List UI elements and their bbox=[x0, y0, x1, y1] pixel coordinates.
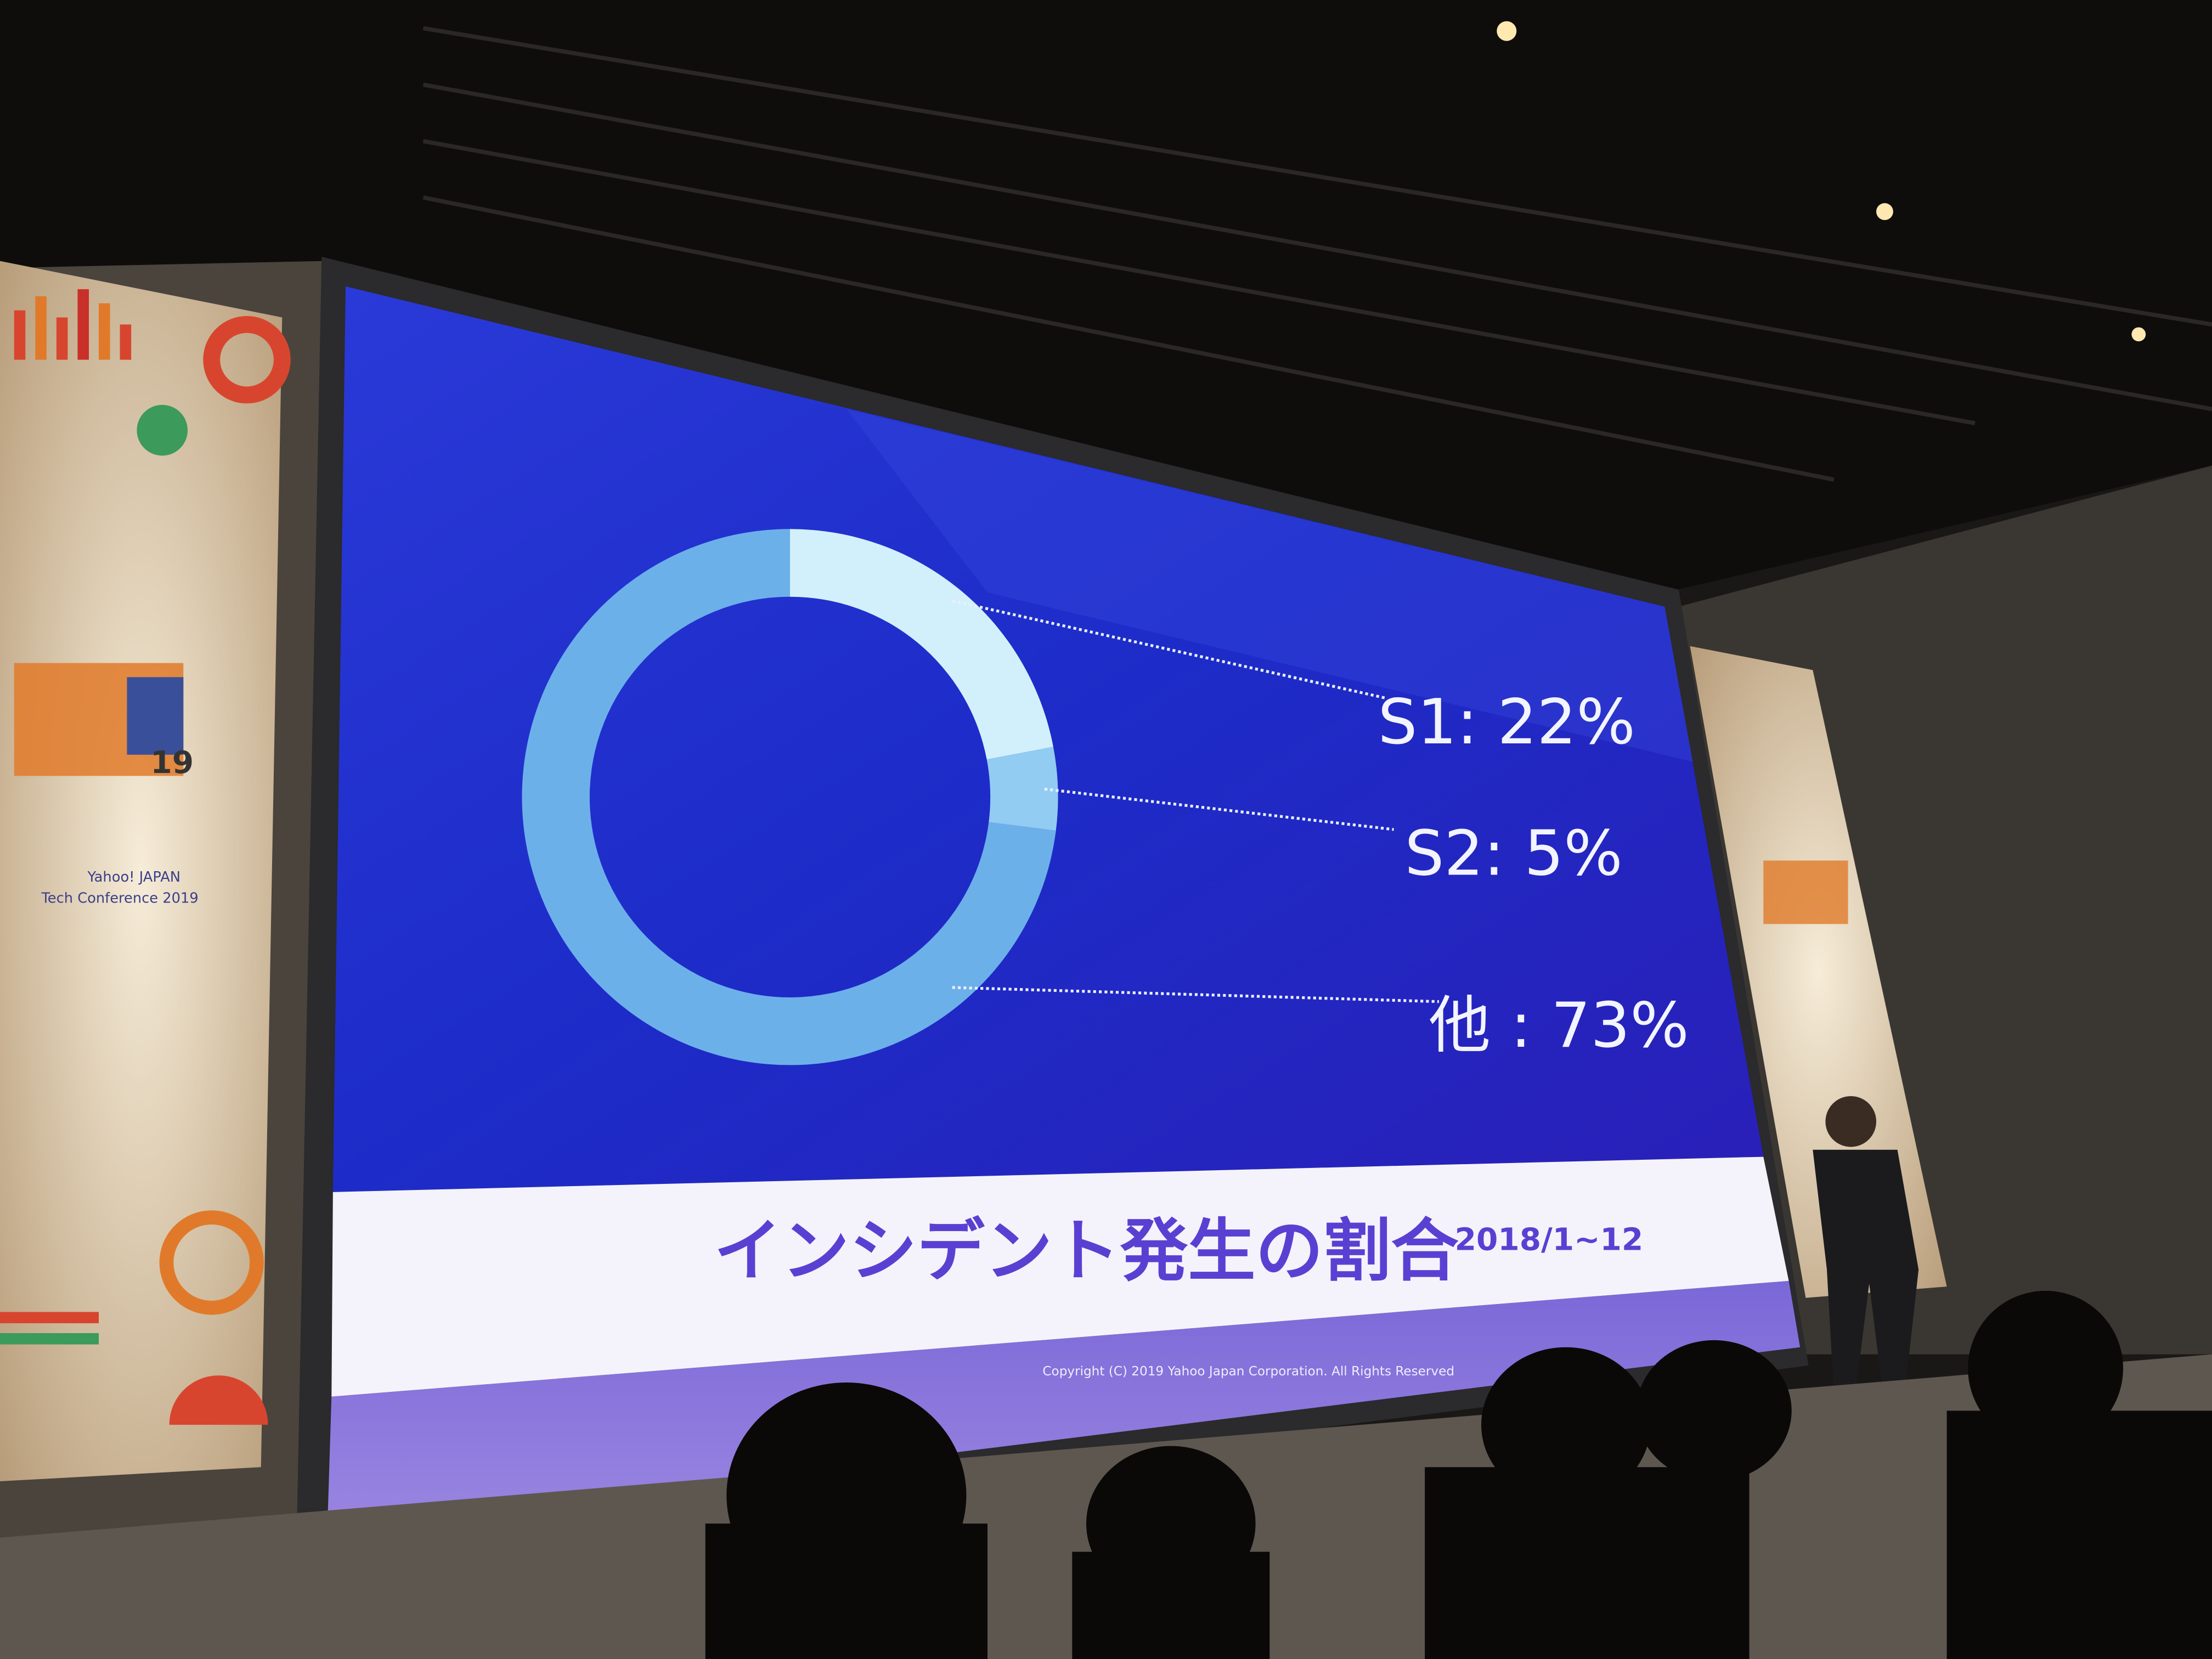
donut-segment bbox=[790, 529, 1053, 760]
ceiling-light bbox=[2131, 327, 2146, 342]
left-banner bbox=[0, 261, 283, 1481]
banner-art bbox=[0, 289, 291, 1425]
slide-footer: Copyright (C) 2019 Yahoo Japan Corporati… bbox=[1042, 1364, 1454, 1379]
banner-brand: Yahoo! JAPAN bbox=[87, 869, 181, 885]
ceiling-slats bbox=[422, 26, 2212, 482]
value-label: S2: 5% bbox=[1404, 817, 1622, 889]
banner-art bbox=[1763, 860, 1848, 924]
ceiling-light bbox=[1876, 203, 1893, 221]
audience bbox=[705, 1290, 2212, 1659]
donut-chart: S1: 22% S2: 5% 他 : 73% bbox=[522, 529, 1689, 1065]
donut-segment bbox=[986, 747, 1058, 831]
speaker bbox=[1813, 1096, 1919, 1397]
right-banner bbox=[1690, 646, 1947, 1298]
ceiling-light bbox=[1497, 21, 1517, 41]
banner-event: Tech Conference 2019 bbox=[41, 890, 198, 907]
slide-title: インシデント発生の割合 bbox=[714, 1211, 1459, 1290]
value-label: S1: 22% bbox=[1378, 686, 1635, 758]
slide-shape bbox=[846, 409, 1693, 762]
leader-line bbox=[1044, 787, 1394, 831]
banner-year: 19 bbox=[150, 744, 194, 781]
slide-title-band bbox=[331, 1156, 1789, 1397]
slide-subtitle: 2018/1~12 bbox=[1455, 1221, 1644, 1257]
slide-lower bbox=[327, 1280, 1801, 1531]
leader-line bbox=[952, 986, 1439, 1003]
value-label: 他 : 73% bbox=[1429, 989, 1689, 1062]
leader-line bbox=[952, 599, 1387, 700]
